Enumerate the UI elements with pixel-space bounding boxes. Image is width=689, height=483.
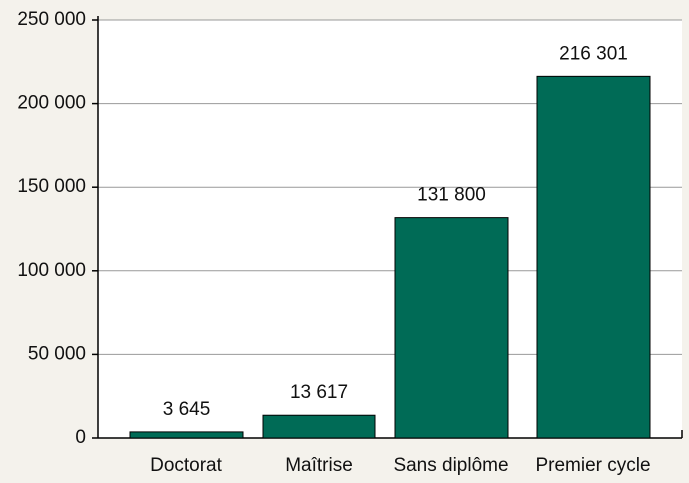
bar [536, 75, 651, 439]
y-tick-label: 200 000 [17, 93, 86, 114]
x-tick-label: Sans diplôme [393, 455, 508, 476]
value-label: 131 800 [417, 185, 486, 206]
x-tick-label: Maîtrise [285, 455, 353, 476]
y-tick-label: 50 000 [28, 343, 86, 364]
y-tick-label: 100 000 [17, 260, 86, 281]
bar [394, 217, 509, 439]
value-label: 13 617 [290, 382, 348, 403]
value-label: 3 645 [163, 399, 211, 420]
bar [262, 414, 376, 439]
y-tick-label: 250 000 [17, 9, 86, 30]
y-tick-label: 0 [75, 427, 86, 448]
x-tick-label: Premier cycle [535, 455, 650, 476]
y-tick-label: 150 000 [17, 176, 86, 197]
value-label: 216 301 [559, 43, 628, 64]
bar [129, 431, 244, 439]
x-tick-label: Doctorat [150, 455, 223, 476]
